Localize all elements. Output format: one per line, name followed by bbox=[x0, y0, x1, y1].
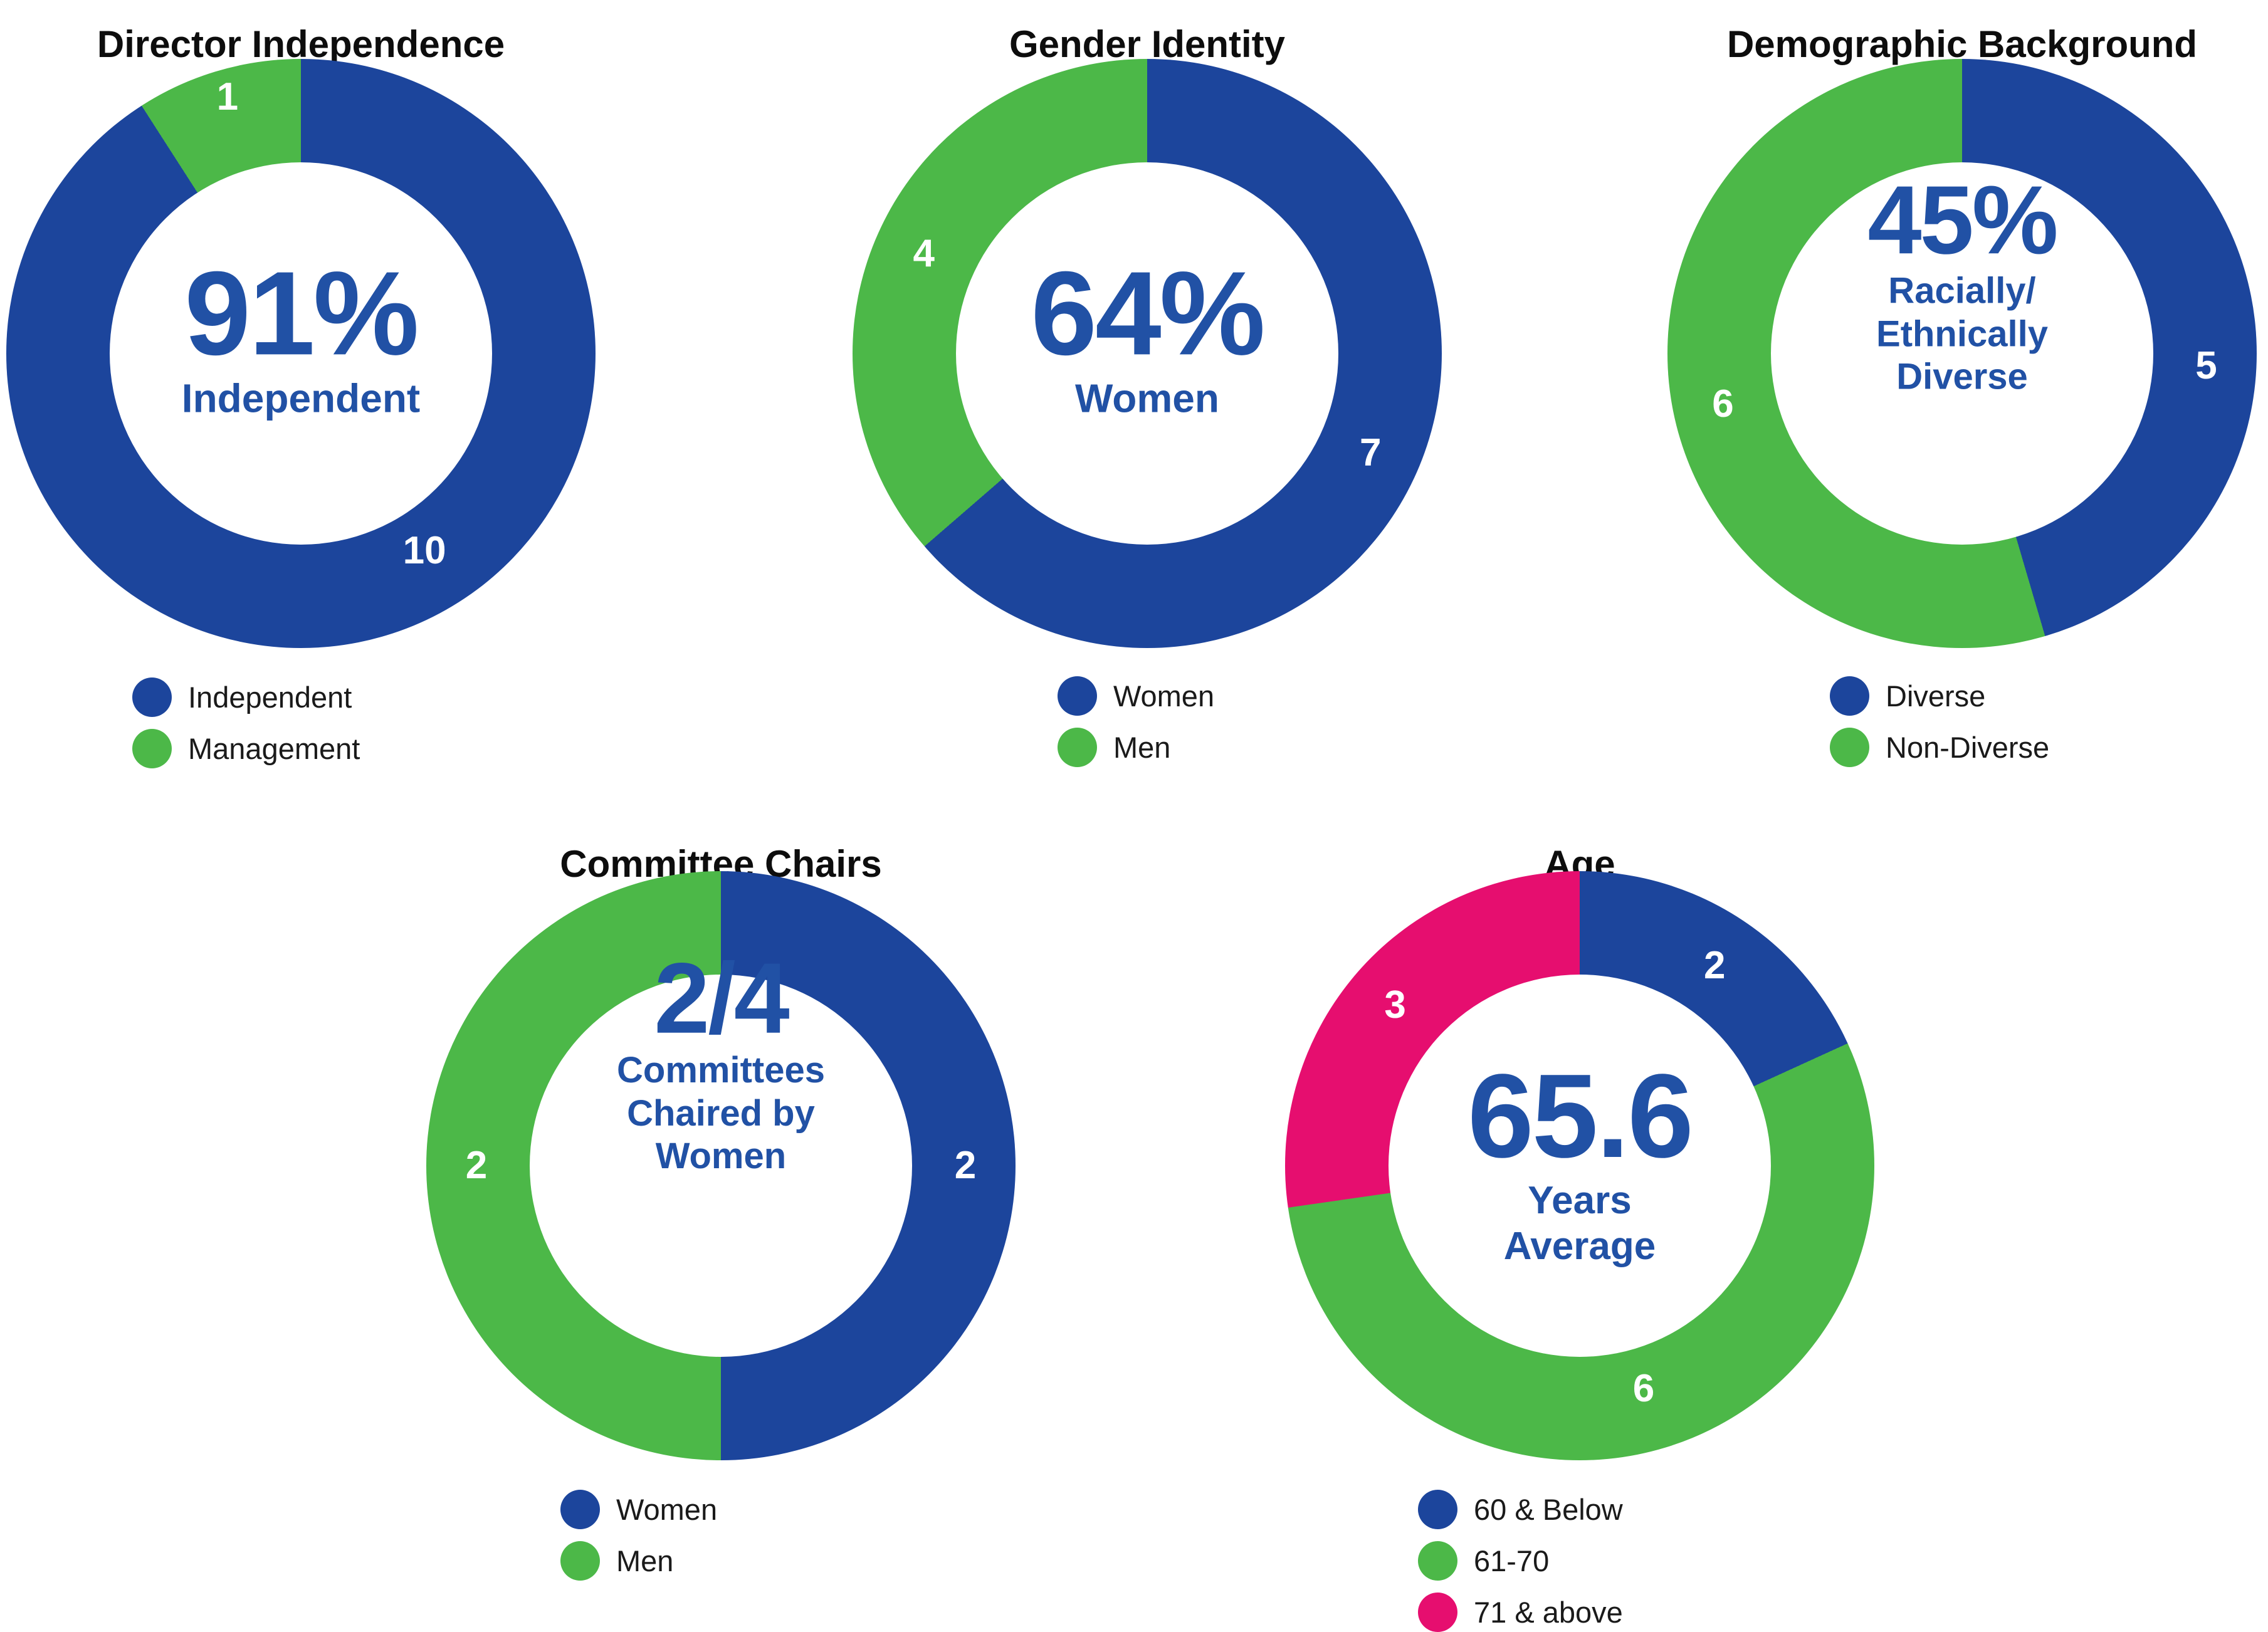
legend-color-dot-icon bbox=[1830, 676, 1869, 716]
legend-color-dot-icon bbox=[1830, 728, 1869, 767]
chart-legend: Women Men bbox=[560, 1490, 717, 1581]
legend-color-dot-icon bbox=[1418, 1541, 1457, 1581]
donut-center-text: 2/4 Committees Chaired by Women bbox=[617, 947, 825, 1178]
slice-value-label: 7 bbox=[1360, 431, 1382, 474]
legend-item: 60 & Below bbox=[1418, 1490, 1623, 1529]
center-label: Years Average bbox=[1503, 1178, 1656, 1268]
legend-color-dot-icon bbox=[1058, 676, 1097, 716]
legend-item: Women bbox=[1058, 676, 1214, 716]
legend-item: Men bbox=[560, 1541, 717, 1581]
center-value: 91% bbox=[184, 247, 419, 380]
donut-hole bbox=[1771, 162, 2153, 545]
center-value: 2/4 bbox=[654, 941, 789, 1054]
legend-item: Women bbox=[560, 1490, 717, 1529]
legend-label: Management bbox=[188, 732, 360, 765]
chart-legend: 60 & Below 61-70 71 & above bbox=[1418, 1490, 1623, 1632]
slice-value-label: 2 bbox=[954, 1144, 977, 1187]
legend-color-dot-icon bbox=[1058, 728, 1097, 767]
legend-item: Independent bbox=[132, 677, 360, 717]
center-value: 64% bbox=[1031, 247, 1265, 380]
legend-item: Men bbox=[1058, 728, 1214, 767]
slice-value-label: 2 bbox=[1704, 943, 1726, 987]
slice-value-label: 5 bbox=[2195, 344, 2217, 388]
slice-value-label: 6 bbox=[1632, 1366, 1655, 1410]
chart-title: Gender Identity bbox=[1009, 23, 1286, 65]
donut-hole bbox=[956, 162, 1338, 545]
legend-label: Non-Diverse bbox=[1886, 731, 2050, 764]
donut-center-text: 91% Independent bbox=[182, 253, 420, 422]
legend-color-dot-icon bbox=[560, 1541, 600, 1581]
center-label: Women bbox=[1075, 375, 1219, 421]
slice-value-label: 10 bbox=[402, 529, 446, 573]
chart-legend: Independent Management bbox=[132, 677, 360, 768]
legend-color-dot-icon bbox=[560, 1490, 600, 1529]
legend-item: Management bbox=[132, 729, 360, 768]
slice-value-label: 2 bbox=[465, 1144, 488, 1187]
donut-center-text: 64% Women bbox=[1031, 247, 1265, 422]
center-label: Committees Chaired by Women bbox=[617, 1049, 825, 1176]
slice-value-label: 6 bbox=[1712, 382, 1734, 426]
chart-title: Demographic Background bbox=[1726, 23, 2198, 65]
center-value: 65.6 bbox=[1467, 1049, 1694, 1183]
donut-hole bbox=[1389, 975, 1771, 1357]
chart-legend: Diverse Non-Diverse bbox=[1830, 676, 2049, 767]
legend-item: Non-Diverse bbox=[1830, 728, 2049, 767]
legend-label: 61-70 bbox=[1474, 1544, 1550, 1577]
legend-label: 71 & above bbox=[1474, 1596, 1623, 1629]
legend-label: Women bbox=[616, 1493, 718, 1526]
legend-color-dot-icon bbox=[1418, 1593, 1457, 1632]
donut-center-text: 45% Racially/ Ethnically Diverse bbox=[1867, 165, 2058, 398]
legend-color-dot-icon bbox=[132, 729, 172, 768]
legend-color-dot-icon bbox=[132, 677, 172, 717]
legend-label: Men bbox=[1113, 731, 1171, 764]
legend-color-dot-icon bbox=[1418, 1490, 1457, 1529]
legend-label: Women bbox=[1113, 679, 1215, 713]
donut-hole bbox=[110, 162, 492, 545]
slice-value-label: 4 bbox=[913, 232, 935, 276]
center-value: 45% bbox=[1867, 165, 2058, 275]
center-label: Racially/ Ethnically Diverse bbox=[1876, 270, 2048, 397]
legend-label: Men bbox=[616, 1544, 674, 1577]
legend-item: Diverse bbox=[1830, 676, 2049, 716]
legend-item: 71 & above bbox=[1418, 1593, 1623, 1632]
slice-value-label: 1 bbox=[216, 75, 239, 119]
chart-title: Director Independence bbox=[97, 23, 505, 65]
chart-legend: Women Men bbox=[1058, 676, 1214, 767]
legend-label: 60 & Below bbox=[1474, 1493, 1623, 1526]
donut-hole bbox=[530, 975, 912, 1357]
legend-label: Diverse bbox=[1886, 679, 1986, 713]
legend-label: Independent bbox=[188, 681, 352, 714]
center-label: Independent bbox=[181, 375, 421, 421]
slice-value-label: 3 bbox=[1384, 983, 1406, 1027]
donut-center-text: 65.6 Years Average bbox=[1467, 1049, 1694, 1269]
legend-item: 61-70 bbox=[1418, 1541, 1623, 1581]
